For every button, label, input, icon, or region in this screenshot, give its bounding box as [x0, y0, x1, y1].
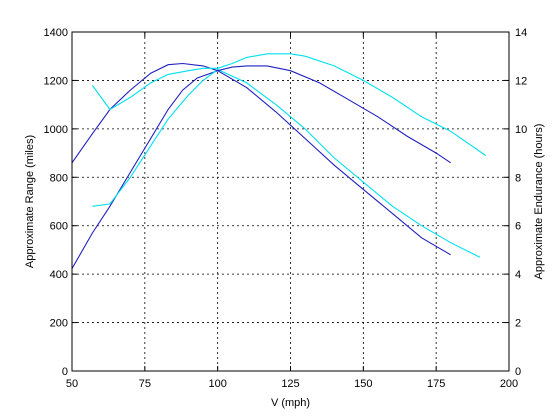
x-tick-label: 100 — [208, 378, 226, 390]
x-tick-label: 175 — [427, 378, 445, 390]
x-tick-label: 75 — [139, 378, 151, 390]
series-line-4 — [91, 53, 487, 156]
x-axis-title: V (mph) — [271, 397, 310, 409]
series-line-3 — [71, 62, 452, 164]
y2-tick-label: 14 — [515, 27, 527, 39]
y-tick-label: 1000 — [44, 124, 68, 136]
y-tick-label: 1200 — [44, 75, 68, 87]
x-tick-label: 200 — [500, 378, 518, 390]
y2-tick-label: 2 — [515, 318, 521, 330]
series-group — [71, 53, 487, 269]
y2-tick-label: 12 — [515, 75, 527, 87]
y-tick-label: 200 — [50, 318, 68, 330]
y-tick-label: 400 — [50, 269, 68, 281]
y-tick-label: 0 — [62, 366, 68, 378]
y2-tick-label: 6 — [515, 221, 521, 233]
y2-tick-label: 0 — [515, 366, 521, 378]
tick-labels: 50 75 100 125 150 175 200020040060080010001200… — [44, 27, 528, 390]
y-tick-label: 1400 — [44, 27, 68, 39]
tick-marks — [71, 31, 510, 372]
y-axis-title: Approximate Range (miles) — [24, 135, 36, 268]
y2-tick-label: 4 — [515, 269, 521, 281]
y2-axis-title: Approximate Endurance (hours) — [533, 124, 545, 280]
gridlines — [72, 32, 509, 371]
x-tick-label: 50 — [66, 378, 78, 390]
x-tick-label: 125 — [281, 378, 299, 390]
series-line-2 — [92, 68, 481, 258]
y2-tick-label: 10 — [515, 124, 527, 136]
y2-tick-label: 8 — [515, 172, 521, 184]
y-tick-label: 800 — [50, 172, 68, 184]
y-tick-label: 600 — [50, 221, 68, 233]
x-tick-label: 150 — [354, 378, 372, 390]
